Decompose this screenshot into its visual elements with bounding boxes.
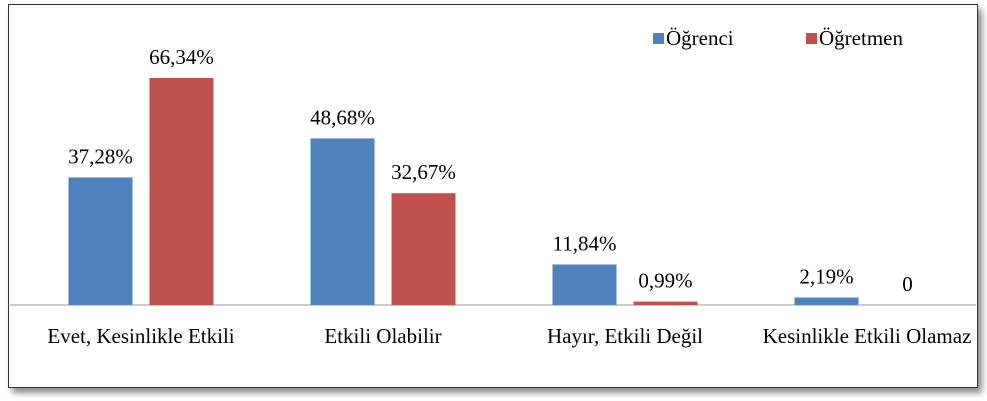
legend-swatch (653, 33, 664, 44)
legend-swatch (806, 33, 817, 44)
bar (149, 78, 214, 305)
bar (310, 138, 375, 305)
value-label: 37,28% (68, 144, 133, 168)
value-label: 2,19% (799, 265, 853, 289)
bar (794, 297, 859, 305)
value-label: 0 (902, 272, 913, 296)
bar (391, 193, 456, 305)
bar (633, 301, 698, 305)
value-label: 32,67% (391, 160, 456, 184)
value-label: 48,68% (310, 105, 375, 129)
x-tick-label: Hayır, Etkili Değil (546, 324, 704, 348)
value-label: 11,84% (553, 231, 617, 255)
value-label: 66,34% (149, 45, 214, 69)
x-tick-label: Etkili Olabilir (324, 324, 442, 348)
value-label: 0,99% (638, 269, 692, 293)
legend-label: Öğrenci (666, 26, 734, 50)
bar (552, 264, 617, 305)
x-tick-label: Kesinlikle Etkili Olamaz (762, 324, 972, 348)
bar (68, 177, 133, 305)
x-tick-label: Evet, Kesinlikle Etkili (47, 324, 235, 348)
legend-label: Öğretmen (819, 26, 903, 50)
